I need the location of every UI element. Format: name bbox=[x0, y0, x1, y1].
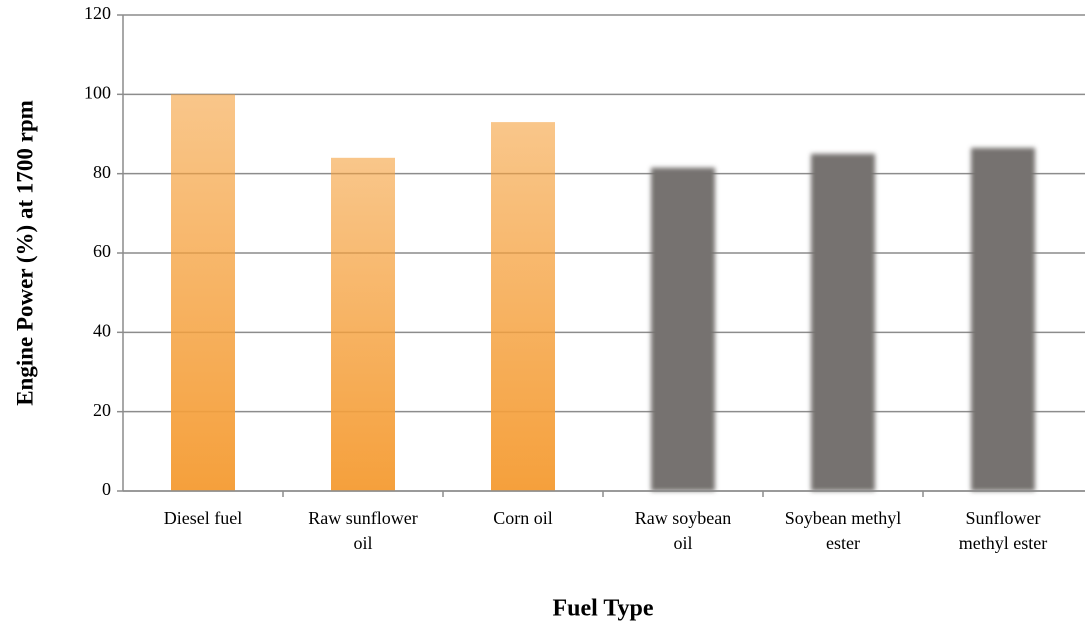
x-tick-label: Raw sunflower oil bbox=[308, 508, 418, 553]
y-tick-label: 60 bbox=[93, 241, 111, 261]
x-tick-label: Diesel fuel bbox=[163, 508, 243, 528]
y-tick-label: 20 bbox=[93, 400, 111, 420]
x-tick-label: Raw soybean oil bbox=[634, 508, 732, 553]
x-tick-label: Soybean methyl ester bbox=[784, 508, 902, 553]
bar bbox=[651, 167, 715, 491]
y-tick-label: 120 bbox=[84, 3, 111, 23]
y-tick-label: 80 bbox=[93, 162, 111, 182]
y-axis-title: Engine Power (%) at 1700 rpm bbox=[12, 100, 37, 406]
y-tick-label: 40 bbox=[93, 320, 111, 340]
y-tick-label: 100 bbox=[84, 82, 111, 102]
bar bbox=[171, 94, 235, 491]
bar bbox=[811, 153, 875, 492]
bar bbox=[971, 147, 1035, 491]
bar bbox=[331, 157, 395, 492]
x-axis-title: Fuel Type bbox=[552, 596, 653, 622]
y-tick-label: 0 bbox=[102, 479, 111, 499]
bar bbox=[491, 122, 555, 491]
x-tick-label: Sunflower methyl ester bbox=[958, 508, 1048, 553]
x-tick-label: Corn oil bbox=[493, 508, 553, 528]
